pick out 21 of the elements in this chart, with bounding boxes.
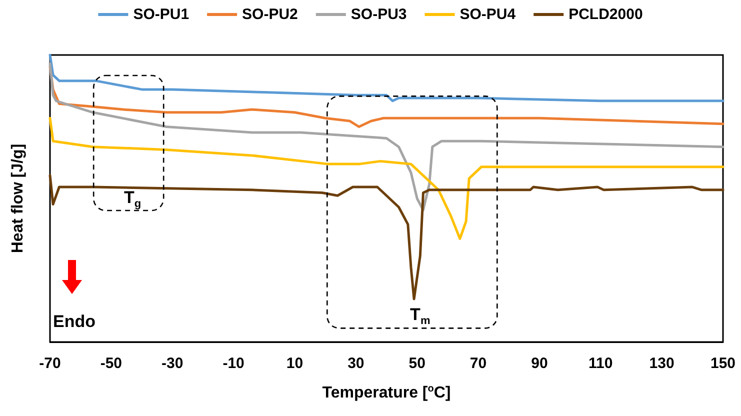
x-tick-label: -10 [222,355,244,372]
x-tick-label: -70 [39,355,61,372]
annotation: T$_{g}$ [124,187,142,210]
annotation: Endo [53,312,96,332]
y-axis-title: Heat flow [J/g] [10,144,26,254]
x-tick-label: 130 [649,355,674,372]
x-tick-label: 150 [710,355,736,372]
legend-label: SO-PU3 [350,6,407,23]
legend-label: SO-PU2 [242,6,298,23]
x-tick-label: -50 [100,355,122,372]
x-tick-label: -30 [162,355,184,372]
legend-label: SO-PU4 [460,6,516,23]
legend-label: PCLD2000 [568,6,643,23]
x-tick-label: 90 [531,355,548,372]
x-tick-label: 110 [588,355,613,372]
x-tick-label: 70 [470,355,487,372]
x-tick-label: 10 [286,355,304,372]
legend-label: SO-PU1 [133,6,190,23]
annotation: T$_{m}$ [410,304,430,328]
x-tick-label: 30 [348,355,364,372]
x-tick-label: 50 [408,355,426,372]
